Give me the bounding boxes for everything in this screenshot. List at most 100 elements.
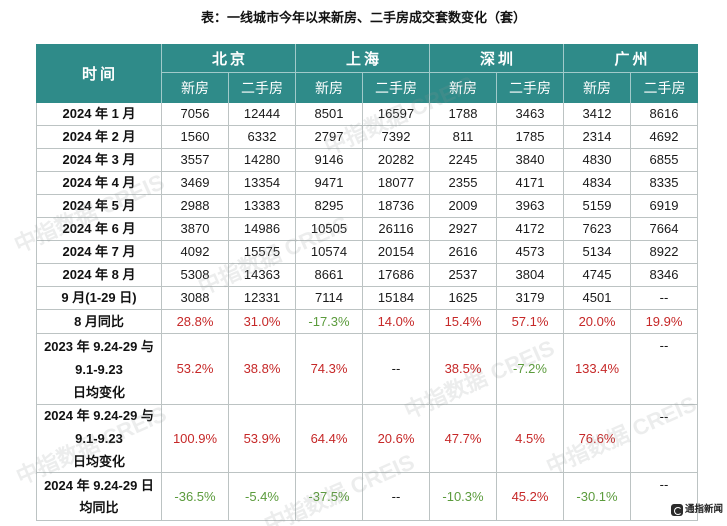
data-cell: 45.2% bbox=[497, 473, 564, 521]
row-label: 8 月同比 bbox=[36, 310, 162, 334]
data-cell: -30.1% bbox=[564, 473, 631, 521]
data-cell: 20.0% bbox=[564, 310, 631, 334]
data-cell: 8346 bbox=[631, 264, 698, 287]
column-header-resale-homes: 二手房 bbox=[497, 73, 564, 103]
data-cell: 13354 bbox=[229, 172, 296, 195]
data-cell: 12444 bbox=[229, 103, 296, 126]
city-header-guangzhou: 广州 bbox=[564, 44, 698, 73]
data-cell: 18077 bbox=[363, 172, 430, 195]
data-cell: 6332 bbox=[229, 126, 296, 149]
data-cell: 3804 bbox=[497, 264, 564, 287]
data-cell: 8661 bbox=[296, 264, 363, 287]
data-cell: -- bbox=[363, 334, 430, 405]
data-cell: 18736 bbox=[363, 195, 430, 218]
data-cell: 19.9% bbox=[631, 310, 698, 334]
data-cell: 3179 bbox=[497, 287, 564, 310]
source-logo-text: 通指新闻 bbox=[685, 504, 724, 515]
data-cell: 3469 bbox=[162, 172, 229, 195]
data-cell: 9146 bbox=[296, 149, 363, 172]
data-cell: 1625 bbox=[430, 287, 497, 310]
row-label: 2024 年 5 月 bbox=[36, 195, 162, 218]
data-cell: 2797 bbox=[296, 126, 363, 149]
data-cell: 1785 bbox=[497, 126, 564, 149]
row-label: 2024 年 4 月 bbox=[36, 172, 162, 195]
data-cell: 9471 bbox=[296, 172, 363, 195]
data-cell: 4745 bbox=[564, 264, 631, 287]
row-label: 2024 年 8 月 bbox=[36, 264, 162, 287]
data-cell: 5134 bbox=[564, 241, 631, 264]
data-cell: 1560 bbox=[162, 126, 229, 149]
city-header-shenzhen: 深圳 bbox=[430, 44, 564, 73]
data-cell: 12331 bbox=[229, 287, 296, 310]
data-cell: 14363 bbox=[229, 264, 296, 287]
row-label: 9 月(1-29 日) bbox=[36, 287, 162, 310]
data-cell: 10505 bbox=[296, 218, 363, 241]
row-label: 2024 年 1 月 bbox=[36, 103, 162, 126]
data-cell: 1788 bbox=[430, 103, 497, 126]
data-cell: 14.0% bbox=[363, 310, 430, 334]
column-header-resale-homes: 二手房 bbox=[229, 73, 296, 103]
column-header-new-homes: 新房 bbox=[430, 73, 497, 103]
data-cell: 4171 bbox=[497, 172, 564, 195]
data-cell: 53.2% bbox=[162, 334, 229, 405]
table-title: 表：一线城市今年以来新房、二手房成交套数变化（套） bbox=[200, 10, 526, 25]
column-header-new-homes: 新房 bbox=[564, 73, 631, 103]
data-cell: 2616 bbox=[430, 241, 497, 264]
data-cell: 7114 bbox=[296, 287, 363, 310]
data-cell: 7664 bbox=[631, 218, 698, 241]
data-cell: 16597 bbox=[363, 103, 430, 126]
data-cell: -- bbox=[363, 473, 430, 521]
data-cell: 57.1% bbox=[497, 310, 564, 334]
row-label: 2023 年 9.24-29 与 9.1-9.23 日均变化 bbox=[36, 334, 162, 405]
data-cell: 20.6% bbox=[363, 405, 430, 473]
data-cell: 28.8% bbox=[162, 310, 229, 334]
data-cell: -- bbox=[631, 287, 698, 310]
column-header-resale-homes: 二手房 bbox=[363, 73, 430, 103]
row-label: 2024 年 2 月 bbox=[36, 126, 162, 149]
data-cell: 76.6% bbox=[564, 405, 631, 473]
data-cell: -5.4% bbox=[229, 473, 296, 521]
data-cell: 14280 bbox=[229, 149, 296, 172]
column-header-new-homes: 新房 bbox=[296, 73, 363, 103]
data-cell: 64.4% bbox=[296, 405, 363, 473]
data-cell: 8922 bbox=[631, 241, 698, 264]
data-cell: 3557 bbox=[162, 149, 229, 172]
row-label: 2024 年 9.24-29 日 均同比 bbox=[36, 473, 162, 521]
data-cell: 3963 bbox=[497, 195, 564, 218]
data-cell: 8616 bbox=[631, 103, 698, 126]
data-cell: 20154 bbox=[363, 241, 430, 264]
data-cell: 38.8% bbox=[229, 334, 296, 405]
row-label: 2024 年 3 月 bbox=[36, 149, 162, 172]
data-cell: -36.5% bbox=[162, 473, 229, 521]
data-cell: 7623 bbox=[564, 218, 631, 241]
data-cell: 2988 bbox=[162, 195, 229, 218]
data-cell: 38.5% bbox=[430, 334, 497, 405]
data-cell: 6919 bbox=[631, 195, 698, 218]
data-cell: 4573 bbox=[497, 241, 564, 264]
data-cell: 47.7% bbox=[430, 405, 497, 473]
row-label: 2024 年 9.24-29 与 9.1-9.23 日均变化 bbox=[36, 405, 162, 473]
data-cell: 3840 bbox=[497, 149, 564, 172]
data-cell: 17686 bbox=[363, 264, 430, 287]
column-header-resale-homes: 二手房 bbox=[631, 73, 698, 103]
data-cell: 4501 bbox=[564, 287, 631, 310]
data-cell: 3088 bbox=[162, 287, 229, 310]
data-cell: 31.0% bbox=[229, 310, 296, 334]
data-cell: -- bbox=[631, 334, 698, 405]
data-cell: 4834 bbox=[564, 172, 631, 195]
city-header-beijing: 北京 bbox=[162, 44, 296, 73]
row-label: 2024 年 7 月 bbox=[36, 241, 162, 264]
data-cell: 4692 bbox=[631, 126, 698, 149]
data-cell: -- bbox=[631, 473, 698, 521]
data-cell: 100.9% bbox=[162, 405, 229, 473]
data-cell: -7.2% bbox=[497, 334, 564, 405]
data-cell: 2537 bbox=[430, 264, 497, 287]
data-cell: -17.3% bbox=[296, 310, 363, 334]
data-cell: 7392 bbox=[363, 126, 430, 149]
data-cell: 3870 bbox=[162, 218, 229, 241]
data-cell: 10574 bbox=[296, 241, 363, 264]
data-cell: 2355 bbox=[430, 172, 497, 195]
data-cell: 13383 bbox=[229, 195, 296, 218]
data-cell: 4.5% bbox=[497, 405, 564, 473]
